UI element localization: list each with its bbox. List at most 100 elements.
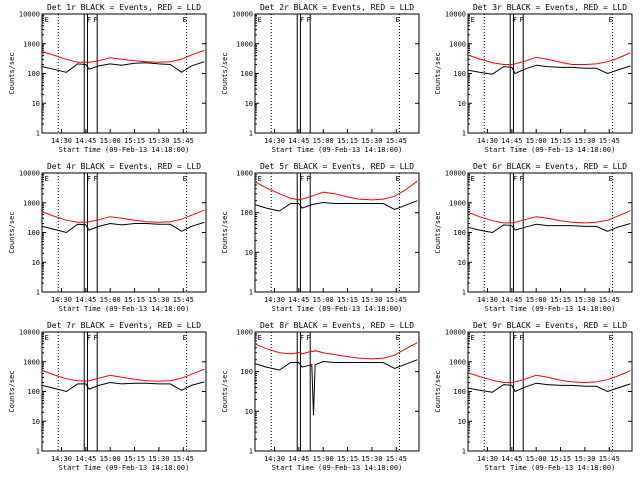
series-lld-line (467, 370, 631, 384)
series-events-line (467, 223, 631, 234)
y-axis-label: Counts/sec (221, 211, 229, 253)
series-events-line (41, 61, 205, 73)
event-marker-label: E (183, 334, 187, 342)
y-tick-label: 10 (32, 100, 40, 108)
y-axis-label: Counts/sec (434, 370, 442, 412)
x-tick-label: 15:15 (124, 296, 145, 304)
x-tick-label: 14:45 (288, 137, 309, 145)
series-lld-line (254, 180, 418, 201)
x-tick-label: 15:45 (599, 296, 620, 304)
x-tick-label: 14:45 (75, 137, 96, 145)
series-lld-line (41, 209, 205, 223)
series-events-line (41, 221, 205, 234)
y-axis-label: Counts/sec (434, 52, 442, 94)
x-tick-label: 15:30 (148, 296, 169, 304)
y-tick-label: 100 (240, 70, 253, 78)
event-marker-label: F (93, 334, 97, 342)
y-tick-label: 1000 (23, 40, 40, 48)
x-tick-label: 15:15 (337, 455, 358, 463)
event-marker-label: E (183, 16, 187, 24)
y-axis-label: Counts/sec (8, 52, 16, 94)
y-tick-label: 10 (245, 249, 253, 257)
detector-panel-5: Det 5r BLACK = Events, RED = LLD E F F E 1 10 1… (221, 162, 420, 313)
y-tick-label: 100 (453, 70, 466, 78)
x-tick-label: 14:45 (501, 455, 522, 463)
x-tick-label: 14:45 (75, 296, 96, 304)
y-tick-label: 1000 (236, 329, 253, 337)
x-tick-label: 14:30 (264, 137, 285, 145)
x-tick-label: 14:30 (477, 455, 498, 463)
x-axis-label: Start Time (09-Feb-13 14:18:00) (272, 305, 403, 313)
event-marker-label: F (87, 334, 91, 342)
y-tick-label: 1 (36, 289, 40, 297)
x-tick-label: 15:00 (100, 296, 121, 304)
y-axis-label: Counts/sec (8, 211, 16, 253)
x-tick-label: 15:30 (148, 455, 169, 463)
detector-panel-8: Det 8r BLACK = Events, RED = LLD E F F E 1 10 1… (221, 321, 420, 472)
x-tick-label: 14:45 (75, 455, 96, 463)
panel-title: Det 7r BLACK = Events, RED = LLD (47, 321, 201, 330)
series-lld-line (41, 49, 205, 63)
y-tick-label: 1 (462, 130, 466, 138)
x-axis-label: Start Time (09-Feb-13 14:18:00) (272, 146, 403, 154)
panel-title: Det 6r BLACK = Events, RED = LLD (473, 162, 627, 171)
series-lld-line (467, 210, 631, 224)
x-tick-label: 14:45 (501, 137, 522, 145)
y-axis-label: Counts/sec (434, 211, 442, 253)
panel-title: Det 4r BLACK = Events, RED = LLD (47, 162, 201, 171)
event-marker-label: F (519, 16, 523, 24)
x-tick-label: 15:30 (148, 137, 169, 145)
y-tick-label: 10 (245, 408, 253, 416)
detector-panel-2: Det 2r BLACK = Events, RED = LLD E F F E 1 10 1… (221, 3, 420, 154)
y-tick-label: 1000 (23, 358, 40, 366)
x-tick-label: 15:45 (173, 455, 194, 463)
x-tick-label: 15:15 (124, 137, 145, 145)
x-tick-label: 14:45 (288, 455, 309, 463)
x-tick-label: 14:30 (264, 296, 285, 304)
x-tick-label: 15:00 (313, 455, 334, 463)
panel-title: Det 1r BLACK = Events, RED = LLD (47, 3, 201, 12)
y-tick-label: 1000 (449, 358, 466, 366)
x-tick-label: 15:00 (526, 455, 547, 463)
y-tick-label: 10000 (445, 11, 466, 19)
x-tick-label: 15:30 (361, 137, 382, 145)
y-tick-label: 10000 (19, 170, 40, 178)
y-tick-label: 10 (458, 418, 466, 426)
event-marker-label: F (519, 175, 523, 183)
y-tick-label: 10 (32, 259, 40, 267)
y-tick-label: 1 (249, 289, 253, 297)
y-tick-label: 1000 (236, 40, 253, 48)
y-tick-label: 10 (32, 418, 40, 426)
panel-title: Det 9r BLACK = Events, RED = LLD (473, 321, 627, 330)
series-events-line (467, 64, 631, 75)
x-tick-label: 14:45 (288, 296, 309, 304)
y-tick-label: 1000 (449, 199, 466, 207)
y-tick-label: 10000 (232, 11, 253, 19)
event-marker-label: E (45, 175, 49, 183)
event-marker-label: E (45, 16, 49, 24)
event-marker-label: F (87, 16, 91, 24)
x-tick-label: 14:30 (477, 137, 498, 145)
y-axis-label: Counts/sec (221, 52, 229, 94)
y-tick-label: 100 (240, 209, 253, 217)
y-tick-label: 1 (36, 448, 40, 456)
x-tick-label: 15:15 (550, 455, 571, 463)
x-tick-label: 15:45 (173, 296, 194, 304)
panel-title: Det 8r BLACK = Events, RED = LLD (260, 321, 414, 330)
event-marker-label: E (45, 334, 49, 342)
x-tick-label: 15:30 (574, 455, 595, 463)
y-tick-label: 1 (249, 130, 253, 138)
y-tick-label: 1 (36, 130, 40, 138)
series-lld-line (467, 52, 631, 65)
event-marker-label: F (513, 175, 517, 183)
y-tick-label: 1 (462, 448, 466, 456)
y-tick-label: 1 (462, 289, 466, 297)
y-tick-label: 100 (240, 368, 253, 376)
event-marker-label: F (306, 16, 310, 24)
y-tick-label: 10000 (445, 329, 466, 337)
y-tick-label: 10000 (19, 329, 40, 337)
y-axis-label: Counts/sec (221, 370, 229, 412)
y-tick-label: 100 (27, 388, 40, 396)
y-tick-label: 1000 (449, 40, 466, 48)
